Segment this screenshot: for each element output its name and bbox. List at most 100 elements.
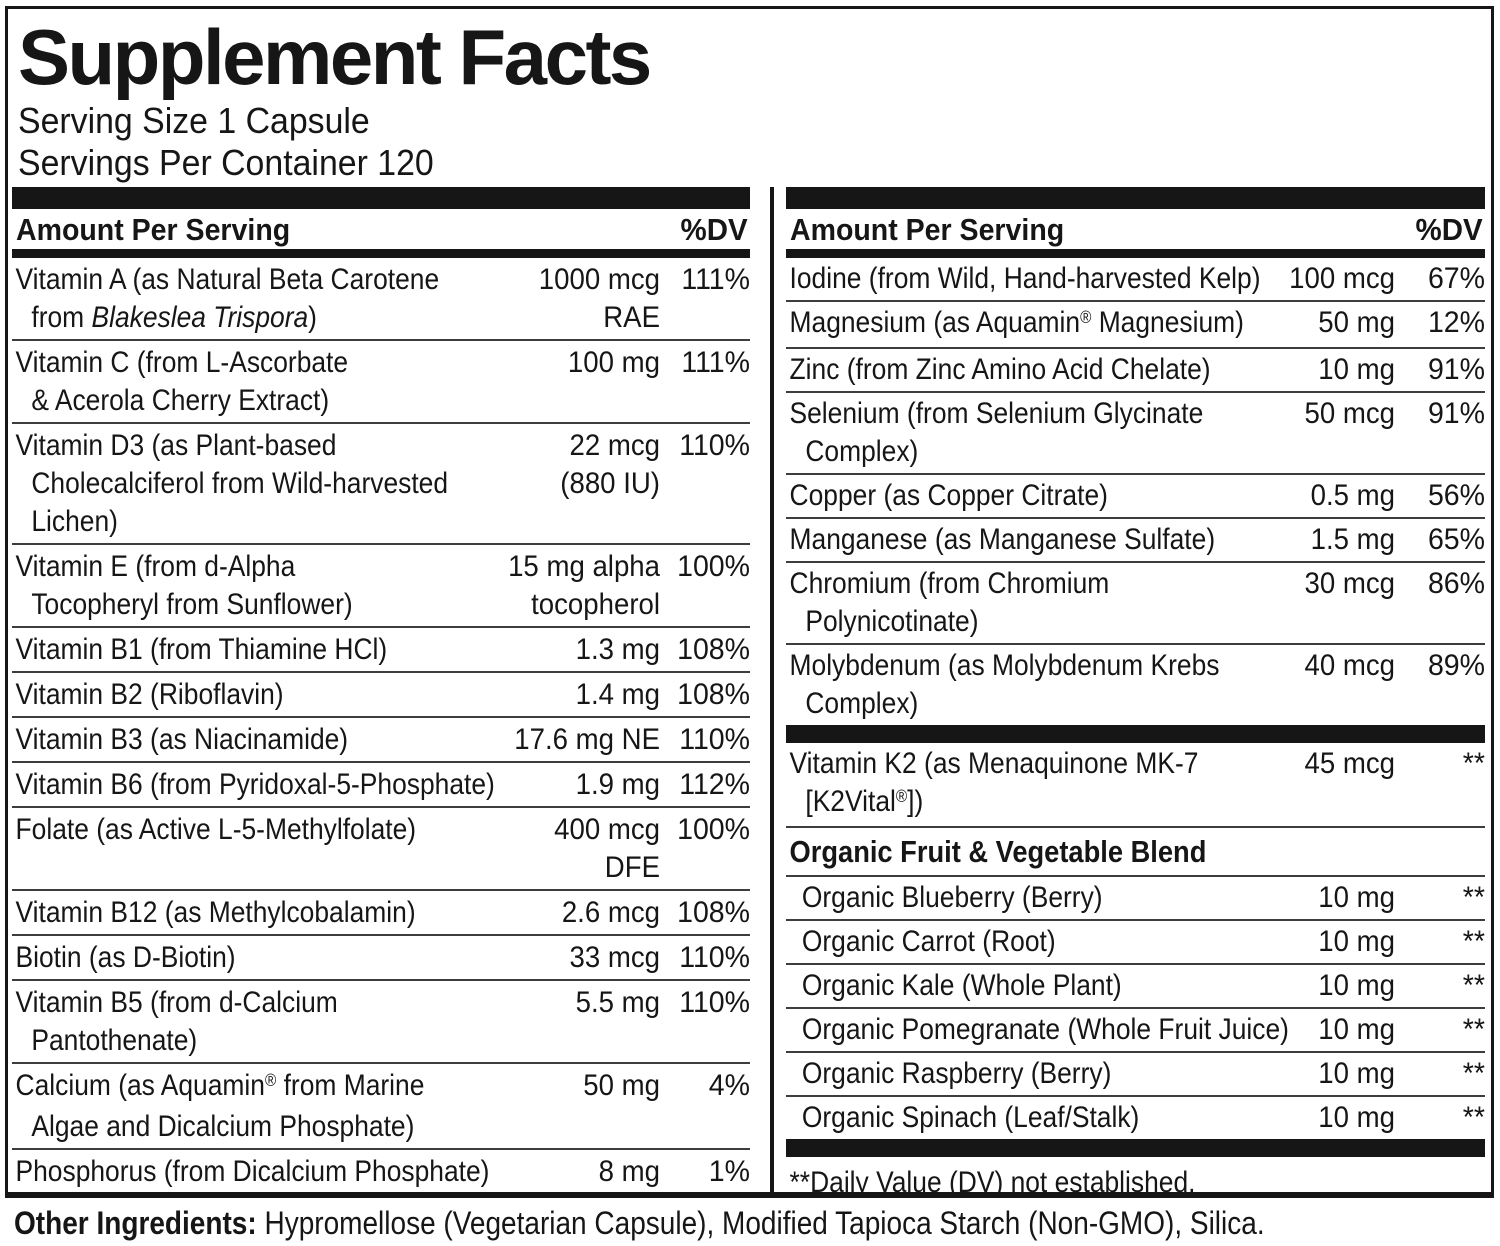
table-row: Organic Pomegranate (Whole Fruit Juice) 1…: [786, 1009, 1485, 1051]
nutrient-amount: 10 mg: [1318, 1101, 1395, 1134]
row-separator: [786, 473, 1485, 475]
nutrient-dv: 91%: [1427, 397, 1485, 430]
nutrient-dv: 111%: [681, 263, 750, 296]
row-separator: [12, 671, 750, 673]
nutrient-dv: **: [1462, 747, 1485, 780]
panel-header: Supplement Facts Serving Size 1 Capsule …: [8, 9, 1491, 187]
nutrient-amount: 30 mcg: [1304, 567, 1395, 600]
table-header-left: Amount Per Serving %DV: [12, 209, 750, 249]
row-separator: [12, 716, 750, 718]
nutrient-amount: 10 mg: [1318, 925, 1395, 958]
row-separator: [12, 979, 750, 981]
header-underline-bar: [12, 249, 750, 258]
nutrient-dv: 65%: [1427, 523, 1485, 556]
table-row: Calcium (as Aquamin® from Marine Algae an…: [12, 1064, 750, 1148]
row-separator: [786, 919, 1485, 921]
row-separator: [786, 391, 1485, 393]
nutrient-name: Vitamin C (from L-Ascorbate & Acerola Che…: [15, 346, 349, 417]
serving-size: Serving Size 1 Capsule: [18, 100, 370, 141]
nutrient-amount: 50 mcg: [1304, 397, 1395, 430]
nutrient-amount: 40 mcg: [1304, 649, 1395, 682]
nutrient-amount: 15 mg alpha tocopherol: [508, 550, 660, 621]
table-row: Chromium (from Chromium Polynicotinate) 30…: [786, 563, 1485, 643]
nutrient-amount: 33 mcg: [569, 941, 660, 974]
table-row: Vitamin C (from L-Ascorbate & Acerola Che…: [12, 341, 750, 422]
nutrient-name: Vitamin B12 (as Methylcobalamin): [15, 896, 416, 929]
table-row: Biotin (as D-Biotin) 33 mcg 110%: [12, 936, 750, 979]
nutrient-amount: 10 mg: [1318, 353, 1395, 386]
nutrient-name: Vitamin B5 (from d-Calcium Pantothenate): [15, 986, 338, 1057]
nutrient-amount: 10 mg: [1318, 881, 1395, 914]
nutrient-dv: 91%: [1427, 353, 1485, 386]
nutrient-amount: 1.5 mg: [1310, 523, 1395, 556]
table-row: Vitamin E (from d-Alpha Tocopheryl from S…: [12, 545, 750, 626]
nutrient-amount: 17.6 mg NE: [514, 723, 660, 756]
nutrient-name: Biotin (as D-Biotin): [15, 941, 236, 974]
nutrient-dv: 110%: [679, 429, 750, 462]
row-separator: [12, 889, 750, 891]
nutrient-amount: 50 mg: [1318, 306, 1395, 339]
row-separator: [12, 422, 750, 424]
table-row: Organic Blueberry (Berry) 10 mg **: [786, 877, 1485, 919]
table-row: Vitamin B1 (from Thiamine HCl) 1.3 mg 108%: [12, 628, 750, 671]
table-row: Organic Raspberry (Berry) 10 mg **: [786, 1053, 1485, 1095]
nutrient-amount: 45 mcg: [1304, 747, 1395, 780]
nutrient-dv: 86%: [1427, 567, 1485, 600]
table-row: Organic Kale (Whole Plant) 10 mg **: [786, 965, 1485, 1007]
row-separator: [786, 561, 1485, 563]
nutrient-amount: 10 mg: [1318, 969, 1395, 1002]
nutrient-dv: 111%: [681, 346, 750, 379]
table-header-dv: %DV: [680, 212, 748, 247]
nutrient-dv: 56%: [1427, 479, 1485, 512]
row-separator: [786, 517, 1485, 519]
nutrient-amount: 100 mg: [567, 346, 660, 379]
nutrient-amount: 2.6 mcg: [561, 896, 660, 929]
nutrient-amount: 400 mcg DFE: [554, 813, 660, 884]
nutrient-dv: **: [1462, 969, 1485, 1002]
nutrient-rows-right: Iodine (from Wild, Hand-harvested Kelp) 1…: [786, 258, 1485, 1192]
row-separator: [12, 339, 750, 341]
table-header-dv: %DV: [1415, 212, 1483, 247]
nutrient-name: Organic Pomegranate (Whole Fruit Juice): [801, 1013, 1289, 1046]
other-ingredients: Other Ingredients: Hypromellose (Vegetar…: [14, 1203, 1265, 1243]
nutrient-dv: 12%: [1427, 306, 1485, 339]
nutrient-dv: 110%: [679, 941, 750, 974]
nutrient-dv: 4%: [708, 1069, 750, 1102]
table-header-amount: Amount Per Serving: [16, 212, 291, 247]
dv-footnote: **Daily Value (DV) not established.: [789, 1166, 1196, 1192]
table-row: Molybdenum (as Molybdenum Krebs Complex) 4…: [786, 645, 1485, 725]
row-separator: [12, 806, 750, 808]
nutrient-dv: 110%: [679, 986, 750, 1019]
nutrient-name: Organic Carrot (Root): [801, 925, 1056, 958]
nutrient-name: Organic Kale (Whole Plant): [801, 969, 1122, 1002]
row-separator: [12, 934, 750, 936]
nutrient-dv: **: [1462, 1013, 1485, 1046]
nutrient-dv: **: [1462, 881, 1485, 914]
table-row: Vitamin B12 (as Methylcobalamin) 2.6 mcg 1…: [12, 891, 750, 934]
supplement-facts-title: Supplement Facts: [18, 13, 652, 101]
nutrient-dv: 67%: [1427, 262, 1485, 295]
section-heading: Organic Fruit & Vegetable Blend: [789, 834, 1207, 869]
nutrient-dv: 108%: [677, 633, 750, 666]
table-row: Vitamin B5 (from d-Calcium Pantothenate) 5…: [12, 981, 750, 1062]
nutrient-amount: 1000 mcg RAE: [538, 263, 660, 334]
table-row: Organic Carrot (Root) 10 mg **: [786, 921, 1485, 963]
other-ingredients-label: Other Ingredients:: [14, 1205, 257, 1241]
section-divider-bar: [786, 1139, 1485, 1157]
row-separator: [12, 1148, 750, 1150]
other-ingredients-text: Hypromellose (Vegetarian Capsule), Modif…: [256, 1205, 1265, 1241]
row-separator: [786, 1051, 1485, 1053]
nutrient-name: Organic Raspberry (Berry): [801, 1057, 1112, 1090]
row-separator: [786, 875, 1485, 877]
table-row: Iodine (from Wild, Hand-harvested Kelp) 1…: [786, 258, 1485, 300]
nutrient-name: Organic Blueberry (Berry): [801, 881, 1103, 914]
nutrient-name: Chromium (from Chromium Polynicotinate): [789, 567, 1110, 638]
header-bar: [786, 187, 1485, 209]
table-row: Vitamin K2 (as Menaquinone MK-7 [K2Vital®…: [786, 743, 1485, 826]
nutrient-table-right: Amount Per Serving %DV Iodine (from Wild…: [770, 187, 1491, 1192]
nutrient-name: Zinc (from Zinc Amino Acid Chelate): [789, 353, 1211, 386]
nutrient-name: Calcium (as Aquamin® from Marine Algae an…: [15, 1069, 425, 1143]
nutrient-name: Copper (as Copper Citrate): [789, 479, 1108, 512]
nutrient-amount: 1.4 mg: [575, 678, 660, 711]
header-bar: [12, 187, 750, 209]
